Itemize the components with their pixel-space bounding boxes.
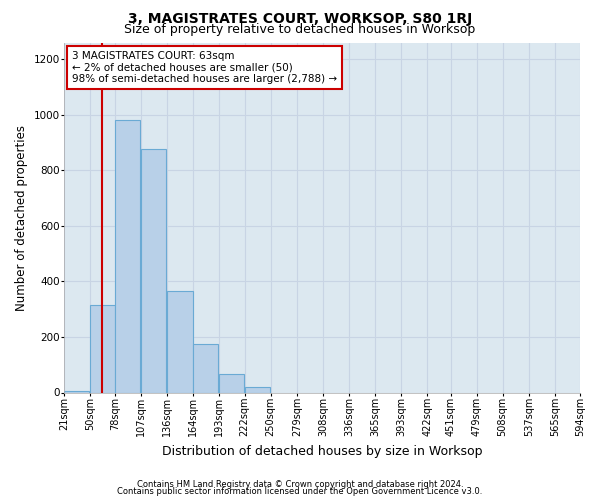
X-axis label: Distribution of detached houses by size in Worksop: Distribution of detached houses by size … [162, 444, 482, 458]
Bar [245, 387, 270, 392]
Bar [90, 305, 115, 392]
Bar [167, 291, 193, 392]
Text: Contains public sector information licensed under the Open Government Licence v3: Contains public sector information licen… [118, 487, 482, 496]
Bar [141, 150, 166, 392]
Bar [115, 120, 140, 392]
Text: Contains HM Land Registry data © Crown copyright and database right 2024.: Contains HM Land Registry data © Crown c… [137, 480, 463, 489]
Text: Size of property relative to detached houses in Worksop: Size of property relative to detached ho… [124, 24, 476, 36]
Text: 3 MAGISTRATES COURT: 63sqm
← 2% of detached houses are smaller (50)
98% of semi-: 3 MAGISTRATES COURT: 63sqm ← 2% of detac… [72, 51, 337, 84]
Bar [193, 344, 218, 393]
Bar [218, 374, 244, 392]
Y-axis label: Number of detached properties: Number of detached properties [15, 124, 28, 310]
Bar [64, 391, 89, 392]
Text: 3, MAGISTRATES COURT, WORKSOP, S80 1RJ: 3, MAGISTRATES COURT, WORKSOP, S80 1RJ [128, 12, 472, 26]
